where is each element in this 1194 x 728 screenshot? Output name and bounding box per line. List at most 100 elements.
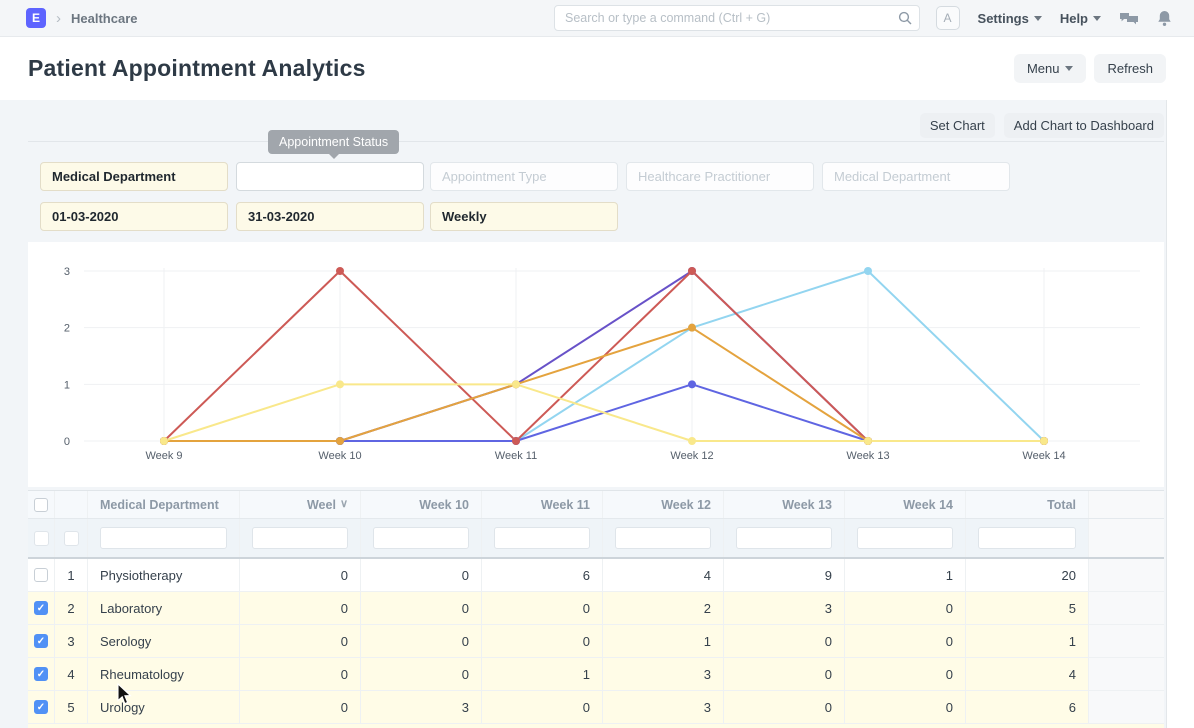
index-header-cell	[55, 491, 88, 518]
from-date-filter[interactable]: 01-03-2020	[40, 202, 228, 231]
filter-box[interactable]	[33, 530, 49, 546]
week-value-cell: 9	[724, 559, 845, 591]
row-checkbox[interactable]: ✓	[34, 634, 48, 648]
to-date-filter[interactable]: 31-03-2020	[236, 202, 424, 231]
department-group-filter-input[interactable]	[834, 169, 998, 184]
column-filter-input-medical-department[interactable]	[100, 527, 227, 549]
chart-dot-Urology	[336, 267, 344, 275]
row-checkbox-cell: ✓	[28, 625, 55, 657]
filler-cell	[1089, 559, 1164, 591]
row-checkbox[interactable]: ✓	[34, 667, 48, 681]
menu-caret-icon	[1065, 66, 1074, 71]
column-filter-input-total[interactable]	[978, 527, 1076, 549]
refresh-button[interactable]: Refresh	[1094, 54, 1166, 83]
table-row-rheumatology[interactable]: ✓ 4 Rheumatology 0 0 1 3 0 0 4	[28, 658, 1164, 691]
filler-filter-cell	[1089, 519, 1164, 557]
row-checkbox[interactable]: ✓	[34, 601, 48, 615]
row-checkbox[interactable]: ✓	[34, 700, 48, 714]
navbar: E › Healthcare A Settings Help	[0, 0, 1194, 37]
week-value-cell: 0	[361, 592, 482, 624]
week-value-cell: 0	[240, 625, 361, 657]
column-header-week-11[interactable]: Week 11	[482, 491, 603, 518]
medical-department-filter[interactable]: Medical Department	[40, 162, 228, 191]
table-row-laboratory[interactable]: ✓ 2 Laboratory 0 0 0 2 3 0 5	[28, 592, 1164, 625]
help-caret-icon	[1093, 15, 1101, 21]
week-value-cell: 0	[482, 625, 603, 657]
healthcare-practitioner-filter-input[interactable]	[638, 169, 802, 184]
global-search-input[interactable]	[554, 5, 920, 31]
app-logo[interactable]: E	[26, 8, 46, 28]
menu-button[interactable]: Menu	[1013, 54, 1087, 83]
notifications-bell-icon[interactable]	[1157, 10, 1172, 27]
chart-dot-Urology	[688, 267, 696, 275]
column-filter-input-week-13[interactable]	[736, 527, 832, 549]
column-header-week-12[interactable]: Week 12	[603, 491, 724, 518]
department-group-filter[interactable]	[822, 162, 1010, 191]
appointment-status-filter[interactable]	[236, 162, 424, 191]
help-button[interactable]: Help	[1060, 11, 1101, 26]
week-value-cell: 0	[845, 592, 966, 624]
week-value-cell: 3	[361, 691, 482, 723]
row-checkbox-cell: ✓	[28, 658, 55, 690]
column-filter-input-week-10[interactable]	[373, 527, 469, 549]
department-name: Laboratory	[88, 592, 240, 624]
week-value-cell: 3	[603, 691, 724, 723]
healthcare-practitioner-filter[interactable]	[626, 162, 814, 191]
section-divider	[28, 141, 1164, 142]
week-value-cell: 0	[845, 691, 966, 723]
filler-cell	[1089, 592, 1164, 624]
total-value-cell: 5	[966, 592, 1089, 624]
total-value-cell: 20	[966, 559, 1089, 591]
add-chart-to-dashboard-button[interactable]: Add Chart to Dashboard	[1003, 113, 1164, 138]
filter-cell	[603, 519, 724, 557]
appointment-type-filter[interactable]	[430, 162, 618, 191]
breadcrumb-healthcare[interactable]: Healthcare	[71, 10, 138, 26]
filter-cell	[240, 519, 361, 557]
department-name: Rheumatology	[88, 658, 240, 690]
settings-button[interactable]: Settings	[978, 11, 1042, 26]
column-header-total[interactable]: Total	[966, 491, 1089, 518]
column-filter-input-week-14[interactable]	[857, 527, 953, 549]
x-axis-label: Week 12	[670, 450, 713, 462]
chat-icon[interactable]	[1119, 10, 1139, 26]
column-header-weel[interactable]: Weel ∨	[240, 491, 361, 518]
column-header-label: Week 14	[903, 497, 953, 512]
scrollbar-gutter[interactable]	[1166, 100, 1194, 728]
breadcrumb-chevron-icon: ›	[56, 9, 61, 27]
column-header-medical-department[interactable]: Medical Department	[88, 491, 240, 518]
table-row-physiotherapy[interactable]: 1 Physiotherapy 0 0 6 4 9 1 20	[28, 559, 1164, 592]
settings-label: Settings	[977, 10, 1029, 26]
column-filter-input-week-11[interactable]	[494, 527, 590, 549]
table-row-urology[interactable]: ✓ 5 Urology 0 3 0 3 0 0 6	[28, 691, 1164, 724]
column-header-week-10[interactable]: Week 10	[361, 491, 482, 518]
row-checkbox-cell	[28, 559, 55, 591]
select-all-checkbox[interactable]	[34, 497, 48, 512]
partial-next-row	[28, 724, 1164, 728]
week-value-cell: 0	[240, 691, 361, 723]
week-value-cell: 0	[845, 658, 966, 690]
appointment-type-filter-input[interactable]	[442, 169, 606, 184]
page-title: Patient Appointment Analytics	[28, 55, 366, 81]
total-value-cell: 6	[966, 691, 1089, 723]
set-chart-button[interactable]: Set Chart	[919, 113, 995, 138]
row-index: 2	[55, 592, 88, 624]
sort-chevron-down-icon: ∨	[339, 498, 348, 510]
column-header-week-13[interactable]: Week 13	[724, 491, 845, 518]
avatar[interactable]: A	[935, 6, 960, 30]
chart-dot-series5	[336, 380, 344, 389]
column-header-label: Week 12	[661, 497, 711, 512]
column-filter-input-weel[interactable]	[252, 527, 348, 549]
column-header-week-14[interactable]: Week 14	[845, 491, 966, 518]
column-header-label: Medical Department	[100, 497, 219, 512]
range-filter[interactable]: Weekly	[430, 202, 618, 231]
select-all-cell	[28, 491, 55, 518]
week-value-cell: 4	[603, 559, 724, 591]
column-filter-input-week-12[interactable]	[615, 527, 711, 549]
week-value-cell: 0	[240, 658, 361, 690]
report-body: Set Chart Add Chart to Dashboard Appoint…	[0, 100, 1166, 728]
table-row-serology[interactable]: ✓ 3 Serology 0 0 0 1 0 0 1	[28, 625, 1164, 658]
row-checkbox[interactable]	[34, 568, 48, 582]
filter-box[interactable]	[63, 530, 79, 546]
filter-cell	[724, 519, 845, 557]
menu-label: Menu	[1026, 61, 1060, 76]
